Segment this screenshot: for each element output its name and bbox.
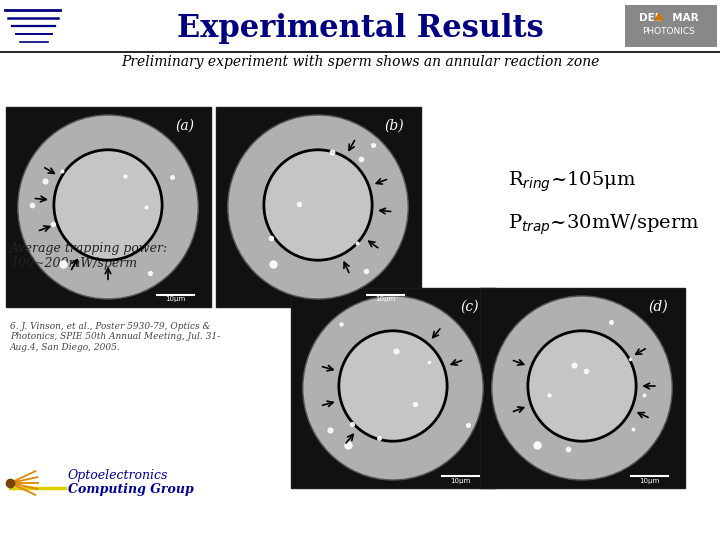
Text: (c): (c) [461, 300, 479, 314]
Text: (a): (a) [175, 119, 194, 133]
Text: Preliminary experiment with sperm shows an annular reaction zone: Preliminary experiment with sperm shows … [121, 55, 599, 69]
Ellipse shape [303, 296, 483, 480]
Text: R$_{ring}$~105μm: R$_{ring}$~105μm [508, 170, 636, 194]
Ellipse shape [228, 115, 408, 299]
Bar [625, 5, 717, 47]
Text: Optoelectronics: Optoelectronics [68, 469, 168, 482]
Text: 10μm: 10μm [376, 296, 396, 302]
Text: (b): (b) [384, 119, 404, 133]
Ellipse shape [492, 296, 672, 480]
Text: Average trapping power:
100~200mW/sperm: Average trapping power: 100~200mW/sperm [10, 242, 168, 270]
Text: PHOTONICS: PHOTONICS [642, 28, 696, 37]
Text: P$_{trap}$~30mW/sperm: P$_{trap}$~30mW/sperm [508, 213, 699, 237]
Ellipse shape [18, 115, 198, 299]
Text: Experimental Results: Experimental Results [176, 12, 544, 44]
Text: 10μm: 10μm [166, 296, 186, 302]
Bar [6, 107, 210, 307]
Ellipse shape [264, 150, 372, 260]
Text: (d): (d) [649, 300, 668, 314]
Bar [290, 288, 495, 488]
Ellipse shape [528, 331, 636, 441]
Bar [480, 288, 685, 488]
Polygon shape [655, 13, 663, 20]
Bar [215, 107, 420, 307]
Ellipse shape [339, 331, 447, 441]
Text: DEL   MAR: DEL MAR [639, 13, 699, 23]
Text: Computing Group: Computing Group [68, 483, 194, 496]
Text: 10μm: 10μm [451, 477, 471, 483]
Text: 6. J. Vinson, et al., Poster 5930-79, Optics &
Photonics, SPIE 50th Annual Meeti: 6. J. Vinson, et al., Poster 5930-79, Op… [10, 322, 220, 352]
Ellipse shape [54, 150, 162, 260]
Text: 10μm: 10μm [639, 477, 660, 483]
